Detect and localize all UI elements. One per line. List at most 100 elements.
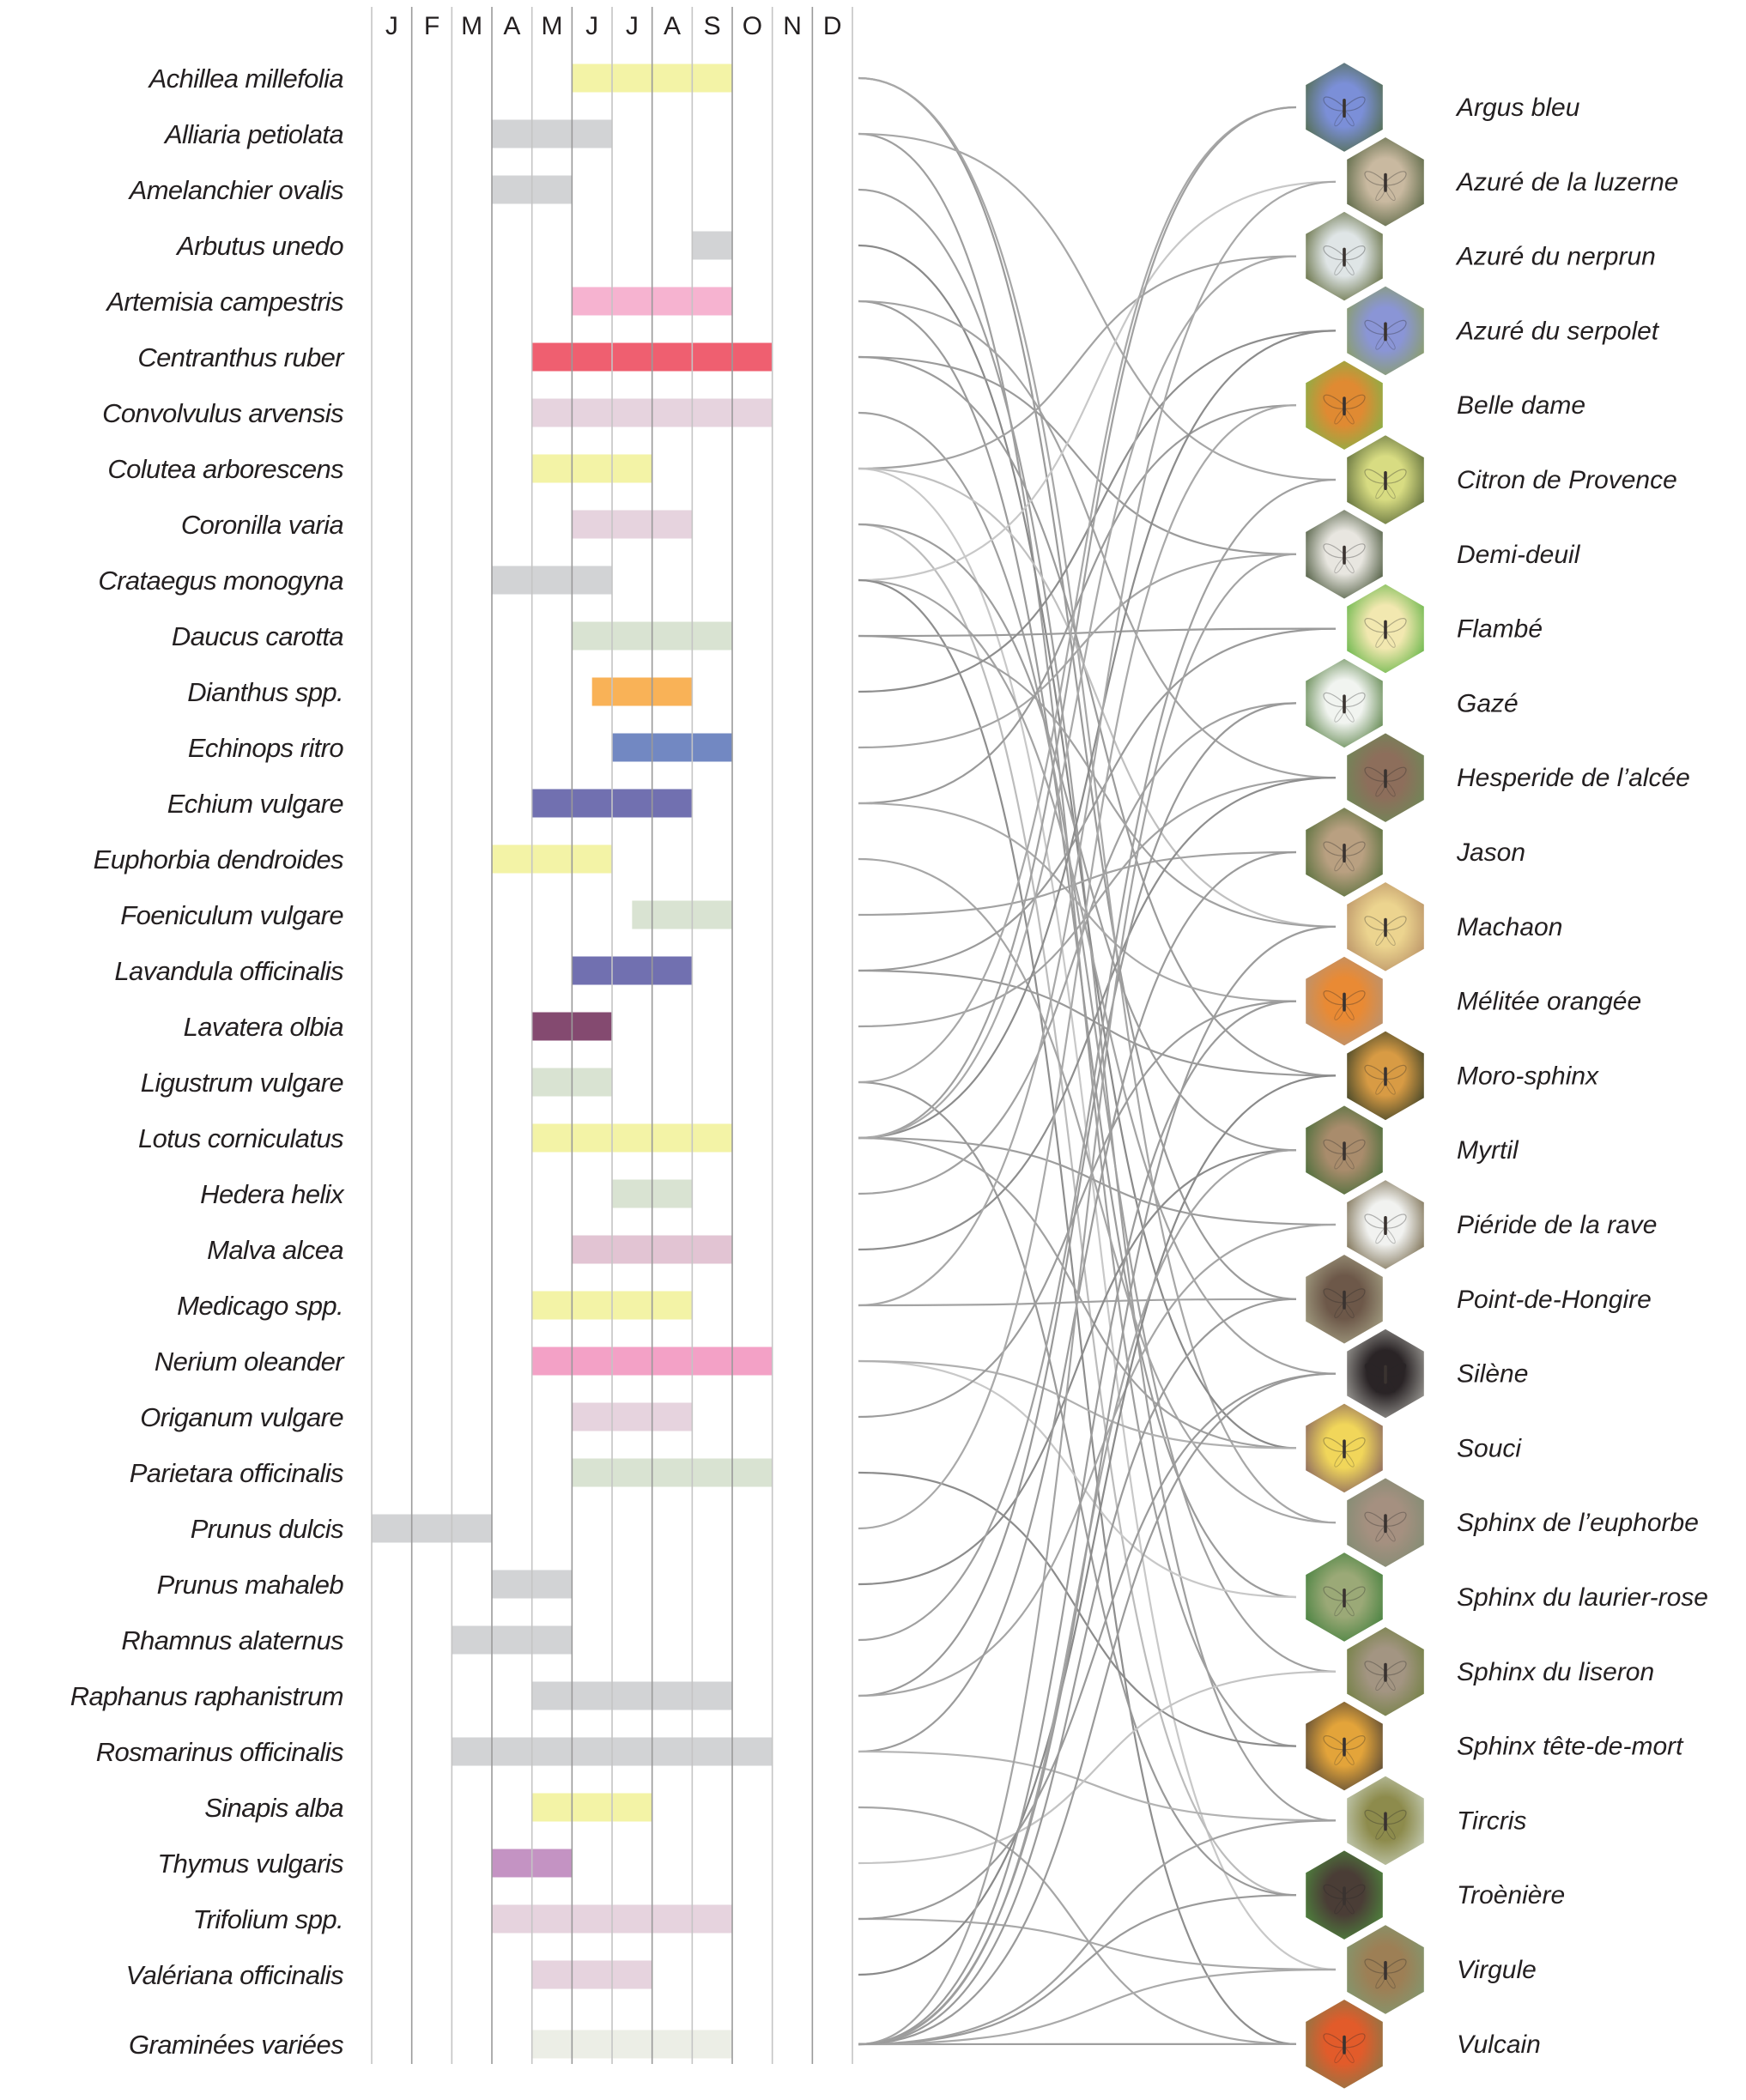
butterfly-photos bbox=[1303, 59, 1427, 2092]
plant-label: Amelanchier ovalis bbox=[128, 175, 343, 205]
plant-label: Thymus vulgaris bbox=[157, 1849, 343, 1879]
butterfly-photo bbox=[1303, 506, 1385, 602]
butterfly-body-icon bbox=[1384, 1514, 1387, 1534]
butterfly-photo bbox=[1344, 1177, 1427, 1273]
flowering-bar bbox=[531, 1793, 652, 1822]
flowering-bar bbox=[632, 900, 733, 929]
flowering-bar bbox=[572, 1458, 773, 1487]
butterfly-photo bbox=[1303, 1847, 1385, 1943]
butterfly-label: Tircris bbox=[1457, 1806, 1526, 1835]
plant-butterfly-link bbox=[858, 578, 1297, 2045]
plant-label: Coronilla varia bbox=[181, 510, 343, 540]
plant-label: Parietara officinalis bbox=[130, 1458, 343, 1488]
butterfly-body-icon bbox=[1384, 1216, 1387, 1235]
plant-label: Convolvulus arvensis bbox=[102, 398, 343, 428]
plant-label: Lotus corniculatus bbox=[138, 1123, 343, 1153]
plant-butterfly-link bbox=[858, 467, 1337, 1971]
butterfly-photo bbox=[1344, 1773, 1427, 1868]
plant-butterfly-link bbox=[858, 355, 1337, 1077]
butterfly-body-icon bbox=[1343, 1737, 1346, 1757]
plant-label: Ligustrum vulgare bbox=[141, 1068, 344, 1098]
plant-butterfly-link bbox=[858, 1750, 1337, 1822]
flowering-bar bbox=[612, 733, 733, 762]
plant-label: Hedera helix bbox=[200, 1179, 345, 1209]
butterfly-photo bbox=[1303, 59, 1385, 155]
plant-butterfly-link bbox=[858, 1894, 1297, 2046]
flowering-bar bbox=[591, 677, 693, 706]
plant-butterfly-link bbox=[858, 1149, 1297, 1586]
plant-butterfly-link bbox=[858, 1471, 1297, 1747]
plant-butterfly-link bbox=[858, 1000, 1297, 1419]
month-label: A bbox=[503, 12, 520, 40]
plant-butterfly-link bbox=[858, 1968, 1337, 2046]
plant-label: Artemisia campestris bbox=[105, 287, 343, 317]
plant-butterfly-link bbox=[858, 857, 1337, 1524]
butterfly-body-icon bbox=[1343, 1439, 1346, 1459]
butterfly-photo bbox=[1303, 209, 1385, 304]
plant-label: Arbutus unedo bbox=[175, 231, 343, 261]
plant-butterfly-link bbox=[858, 255, 1297, 470]
plant-butterfly-link bbox=[858, 850, 1297, 917]
plant-butterfly-link bbox=[858, 180, 1337, 1307]
butterfly-label: Azuré de la luzerne bbox=[1455, 168, 1679, 197]
plant-label: Valériana officinalis bbox=[126, 1960, 343, 1990]
butterfly-body-icon bbox=[1343, 247, 1346, 267]
butterfly-body-icon bbox=[1343, 844, 1346, 862]
flowering-bar bbox=[531, 2030, 733, 2059]
plant-butterfly-link bbox=[858, 634, 1337, 928]
plant-label: Nerium oleander bbox=[155, 1347, 345, 1377]
month-label: M bbox=[542, 12, 563, 40]
butterfly-photo bbox=[1344, 1474, 1427, 1570]
butterfly-label: Demi-deuil bbox=[1457, 541, 1581, 569]
butterfly-body-icon bbox=[1343, 1589, 1346, 1607]
plant-butterfly-link bbox=[858, 76, 1297, 1300]
butterfly-label: Virgule bbox=[1457, 1956, 1537, 1984]
butterfly-label: Hesperide de l’alcée bbox=[1457, 764, 1690, 792]
butterfly-photo bbox=[1344, 879, 1427, 975]
butterfly-label: Moro-sphinx bbox=[1457, 1062, 1599, 1090]
butterfly-body-icon bbox=[1343, 694, 1346, 714]
flowering-bar bbox=[372, 1514, 493, 1543]
flowering-bar bbox=[572, 510, 693, 539]
links-layer bbox=[858, 76, 1337, 2046]
plant-butterfly-link bbox=[858, 300, 1337, 779]
butterfly-label: Belle dame bbox=[1457, 391, 1585, 420]
butterfly-photo bbox=[1344, 729, 1427, 826]
butterfly-label: Citron de Provence bbox=[1457, 466, 1677, 494]
plant-butterfly-link bbox=[858, 330, 1337, 693]
butterfly-body-icon bbox=[1384, 172, 1387, 192]
flowering-bar bbox=[531, 1960, 652, 1989]
butterfly-body-icon bbox=[1384, 1365, 1387, 1384]
butterfly-body-icon bbox=[1384, 322, 1387, 342]
plant-label: Prunus mahaleb bbox=[157, 1570, 344, 1600]
plant-butterfly-link bbox=[858, 1806, 1297, 2045]
plant-butterfly-link bbox=[858, 132, 1337, 481]
plant-label: Rosmarinus officinalis bbox=[96, 1737, 343, 1767]
butterfly-label: Vulcain bbox=[1457, 2030, 1541, 2059]
plant-butterfly-link bbox=[858, 355, 1297, 555]
flowering-bar bbox=[531, 454, 652, 483]
plant-butterfly-link bbox=[858, 188, 1337, 1822]
butterfly-photo bbox=[1344, 581, 1427, 676]
plant-butterfly-link bbox=[858, 1359, 1297, 1599]
plant-butterfly-link bbox=[858, 802, 1297, 1002]
butterfly-body-icon bbox=[1384, 917, 1387, 937]
butterfly-body-icon bbox=[1343, 1141, 1346, 1161]
butterfly-photo bbox=[1303, 357, 1385, 453]
butterfly-photo bbox=[1344, 1028, 1427, 1123]
butterfly-body-icon bbox=[1343, 545, 1346, 565]
butterfly-body-icon bbox=[1384, 471, 1387, 490]
plant-butterfly-link bbox=[858, 1819, 1337, 2046]
butterfly-body-icon bbox=[1343, 1886, 1346, 1906]
butterfly-photo bbox=[1303, 804, 1385, 900]
plant-label: Echinops ritro bbox=[188, 733, 343, 763]
butterfly-body-icon bbox=[1384, 620, 1387, 639]
month-grid bbox=[371, 7, 853, 2064]
month-label: S bbox=[704, 12, 721, 40]
plant-butterfly-link bbox=[858, 255, 1297, 1140]
plant-butterfly-link bbox=[858, 1298, 1297, 2046]
butterfly-photo bbox=[1344, 1921, 1427, 2018]
butterfly-label: Gazé bbox=[1457, 689, 1519, 717]
